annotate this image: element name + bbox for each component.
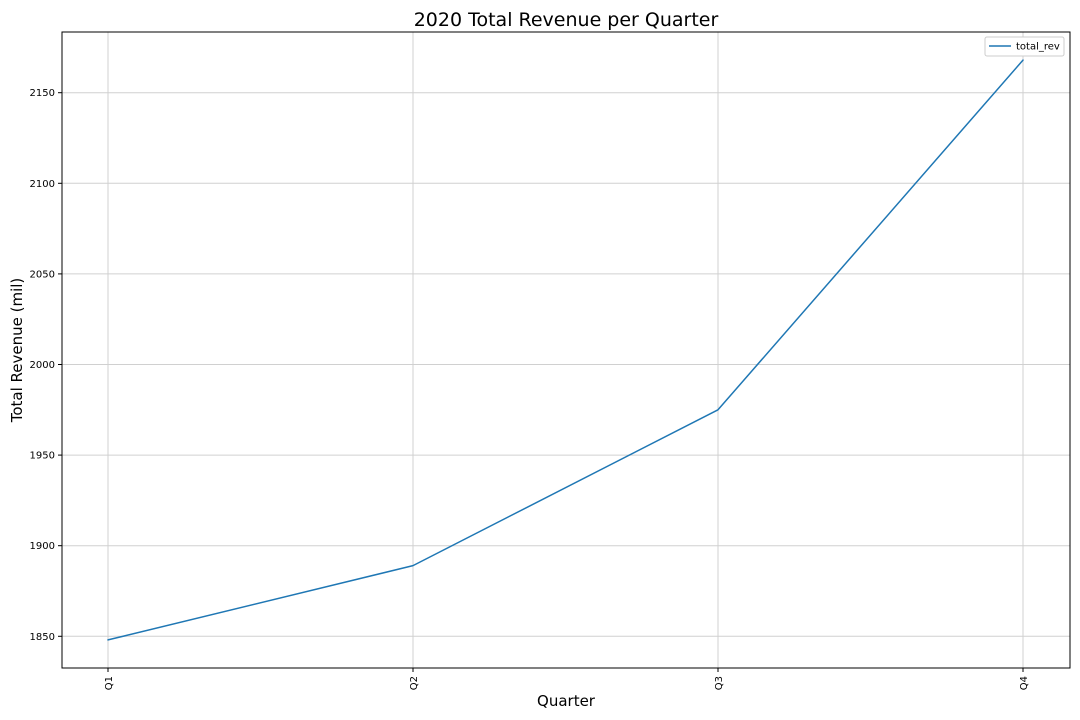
y-tick-label-2000: 2000 [30,360,55,371]
legend: total_rev [984,36,1065,57]
y-axis-label: Total Revenue (mil) [8,278,26,424]
legend-box [984,36,1065,57]
x-tick-label-q4: Q4 [1019,676,1030,690]
y-tick-label-2100: 2100 [30,179,55,190]
plot-frame [61,31,1071,669]
x-axis-label: Quarter [537,692,596,710]
y-tick-label-1850: 1850 [30,632,55,643]
grid-layer [62,32,1070,668]
y-tick-label-2050: 2050 [30,269,55,280]
x-tick-label-q1: Q1 [104,676,115,690]
legend-label-total_rev: total_rev [1016,42,1060,53]
series-line-total_rev [107,59,1024,641]
y-tick-label-2150: 2150 [30,88,55,99]
labels-layer: 1850 1900 1950 2000 2050 2100 2150 Q1 Q2 Q3 Q4 2020… [8,9,1030,710]
y-tick-label-1950: 1950 [30,451,55,462]
chart-title: 2020 Total Revenue per Quarter [414,9,719,31]
series-layer [107,59,1024,641]
x-tick-label-q3: Q3 [714,676,725,690]
x-tick-label-q2: Q2 [409,676,420,690]
y-tick-label-1900: 1900 [30,541,55,552]
axes-layer [58,92,1024,672]
